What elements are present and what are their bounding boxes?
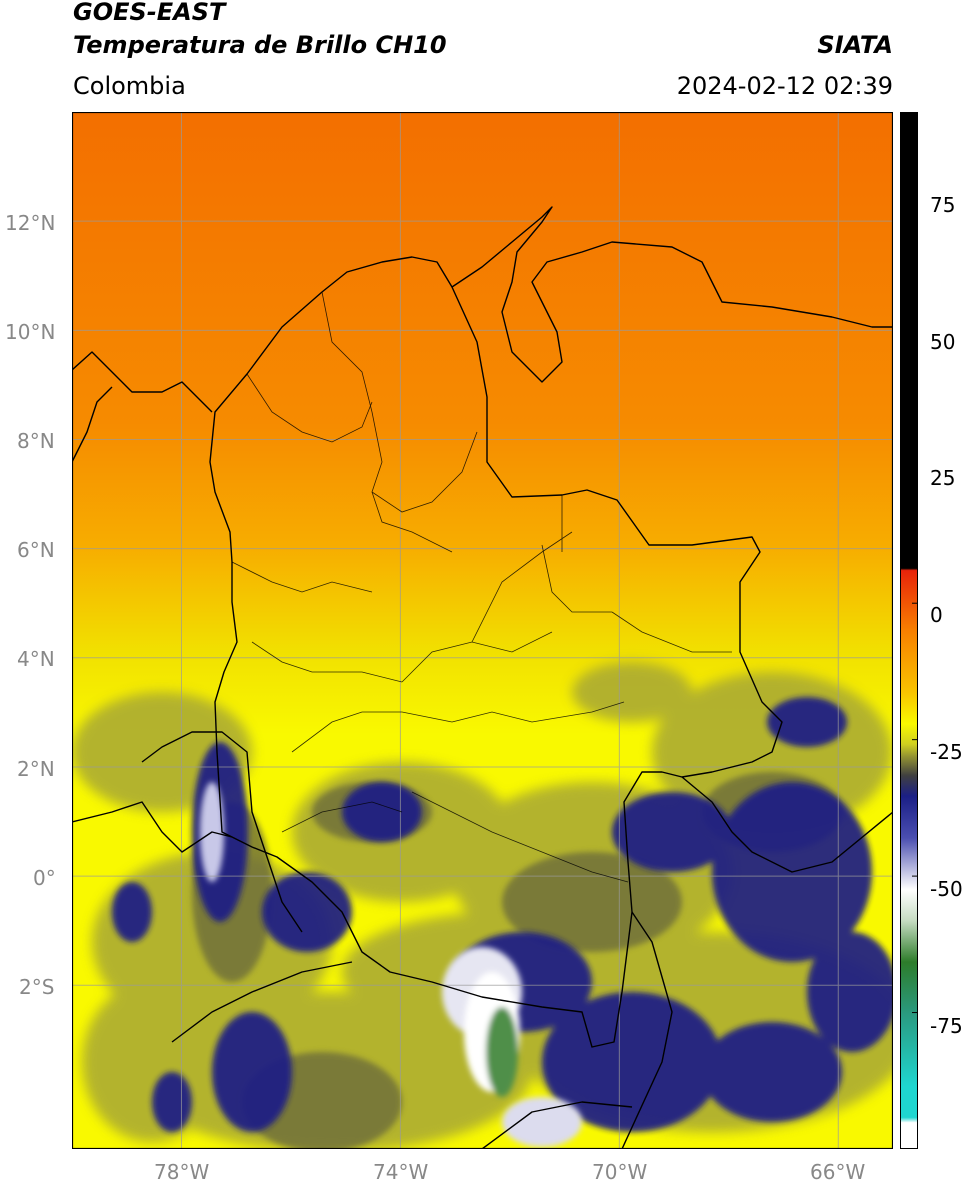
colorbar-tick-25: 25 [930,466,956,490]
lon-tick-70w: 70°W [592,1160,648,1184]
colorbar-tick-m25: -25 [930,740,963,764]
source-label: SIATA [817,31,893,59]
lat-tick-12n: 12°N [5,211,56,235]
title-line1: GOES-EAST [73,0,226,26]
colorbar-tick-m75: -75 [930,1014,963,1038]
datetime-label: 2024-02-12 02:39 [676,72,893,100]
lat-tick-2n: 2°N [17,757,55,781]
country-borders [72,206,893,1149]
lat-tick-4n: 4°N [17,647,55,671]
lon-tick-66w: 66°W [810,1160,866,1184]
lat-tick-10n: 10°N [5,320,56,344]
title-line2: Temperatura de Brillo CH10 [73,31,447,59]
lat-tick-8n: 8°N [17,429,55,453]
cloud-layer [72,662,893,1149]
map-frame [72,112,893,1149]
region-label: Colombia [73,72,186,100]
colorbar-tick-m50: -50 [930,877,963,901]
satellite-map[interactable] [72,112,893,1149]
lat-tick-2s: 2°S [19,975,55,999]
lat-tick-0: 0° [33,866,56,890]
lat-lon-grid [72,112,893,1149]
lon-tick-78w: 78°W [154,1160,210,1184]
colorbar-tick-0: 0 [930,603,943,627]
lat-tick-6n: 6°N [17,538,55,562]
colorbar [900,112,918,1149]
colorbar-tick-75: 75 [930,193,956,217]
colorbar-tick-50: 50 [930,330,956,354]
department-borders [231,291,732,883]
lon-tick-74w: 74°W [373,1160,429,1184]
